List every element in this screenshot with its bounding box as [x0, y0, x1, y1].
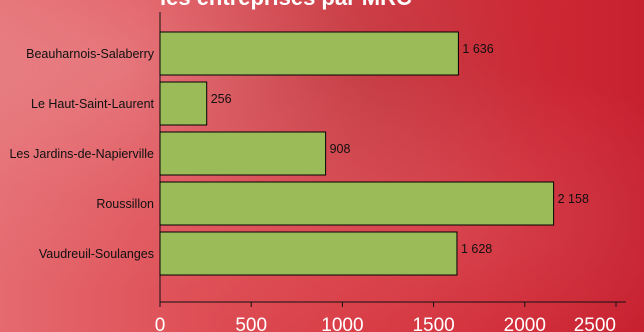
data-label: 1 628 — [461, 242, 492, 256]
bar — [159, 231, 458, 276]
x-tick-label: 500 — [235, 315, 267, 332]
category-label: Vaudreuil-Soulanges — [39, 247, 154, 261]
chart-title: les entreprises par MRC — [160, 0, 480, 10]
data-label: 1 636 — [462, 42, 493, 56]
category-label: Roussillon — [96, 197, 154, 211]
bar — [159, 31, 459, 76]
x-tick-label: 2000 — [504, 315, 546, 332]
bar — [159, 81, 208, 126]
category-label: Le Haut-Saint-Laurent — [31, 97, 155, 111]
x-tick-label: 1500 — [412, 315, 454, 332]
bar — [159, 131, 327, 176]
x-tick-label: 1000 — [321, 315, 363, 332]
x-tick-label: 2500 — [574, 315, 616, 332]
data-label: 256 — [211, 92, 232, 106]
x-tick-label: 0 — [155, 315, 166, 332]
category-label: Les Jardins-de-Napierville — [9, 147, 154, 161]
bar — [159, 181, 555, 226]
category-label: Beauharnois-Salaberry — [26, 47, 155, 61]
data-label: 2 158 — [558, 192, 589, 206]
data-label: 908 — [330, 142, 351, 156]
